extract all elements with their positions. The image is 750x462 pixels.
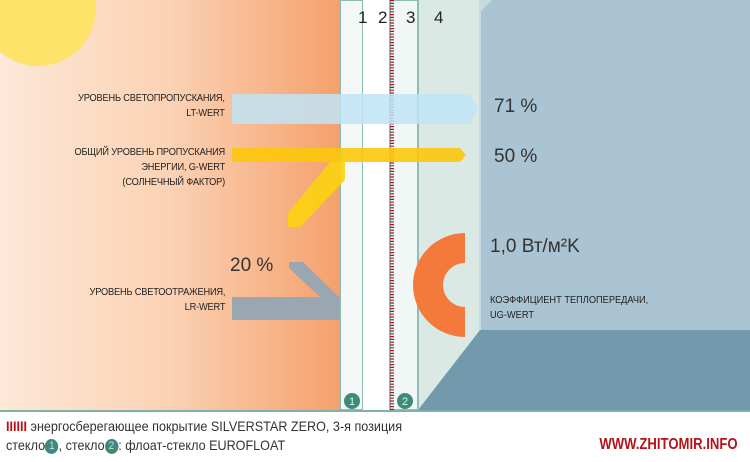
label-line: UG-WERT [490, 309, 534, 321]
light-reflection-value: 20 % [230, 255, 274, 276]
pane-number-2: 2 [378, 8, 388, 27]
glass-legend-text: стекло [6, 437, 46, 453]
energy-transmission-value: 50 % [494, 146, 538, 167]
glass-badge-2 [397, 393, 413, 409]
outside-area [0, 0, 340, 410]
label-line: LR-WERT [184, 301, 225, 313]
glass-legend-text: , стекло [58, 437, 105, 453]
coating-legend: IIIIII энергосберегающее покрытие SILVER… [6, 418, 402, 434]
room-wall [480, 0, 750, 330]
heat-transfer-value: 1,0 Вт/м²K [490, 236, 580, 257]
light-transmission-label: УРОВЕНЬ СВЕТОПРОПУСКАНИЯ, LT-WERT [78, 91, 225, 121]
coating-legend-text: энергосберегающее покрытие SILVERSTAR ZE… [30, 418, 403, 434]
light-reflection-label: УРОВЕНЬ СВЕТООТРАЖЕНИЯ, LR-WERT [89, 285, 225, 315]
pane-number-3: 3 [406, 8, 416, 27]
label-line: ОБЩИЙ УРОВЕНЬ ПРОПУСКАНИЯ [74, 146, 225, 158]
light-transmission-arrow [232, 94, 478, 124]
energy-transmission-label: ОБЩИЙ УРОВЕНЬ ПРОПУСКАНИЯ ЭНЕРГИИ, G-WER… [74, 145, 225, 190]
label-line: (СОЛНЕЧНЫЙ ФАКТОР) [122, 176, 225, 188]
heat-transfer-icon [413, 233, 465, 337]
light-reflection-arrow [232, 262, 340, 320]
energy-absorption-arrow [288, 162, 345, 227]
glass-badge-2-icon: 2 [104, 438, 119, 454]
pane-number-1: 1 [358, 8, 368, 27]
room-floor [418, 330, 750, 410]
glass-badge-2-label: 2 [402, 396, 408, 408]
sun-icon [0, 0, 96, 66]
site-watermark: WWW.ZHITOMIR.INFO [599, 436, 738, 453]
glass-badge-1 [344, 393, 360, 409]
pane-number-4: 4 [434, 8, 444, 27]
glass-badge-1-icon: 1 [45, 438, 59, 454]
diagram-graphics: 1 2 [0, 0, 750, 410]
energy-transmission-arrow [232, 148, 466, 162]
glass-legend: стекло 1, стекло 2: флоат-стекло EUROFLOAT [6, 437, 285, 454]
gas-gap [363, 0, 390, 410]
label-line: УРОВЕНЬ СВЕТООТРАЖЕНИЯ, [89, 286, 225, 298]
glass-legend-text: : флоат-стекло EUROFLOAT [118, 437, 286, 453]
heat-transfer-label: КОЭФФИЦИЕНТ ТЕПЛОПЕРЕДАЧИ, UG-WERT [490, 293, 648, 323]
glass-pane-2 [389, 0, 419, 410]
label-line: УРОВЕНЬ СВЕТОПРОПУСКАНИЯ, [78, 92, 225, 104]
label-line: КОЭФФИЦИЕНТ ТЕПЛОПЕРЕДАЧИ, [490, 294, 649, 306]
light-transmission-value: 71 % [494, 96, 538, 117]
glass-badge-1-label: 1 [349, 396, 355, 408]
glass-pane-1 [339, 0, 364, 410]
label-line: LT-WERT [186, 107, 226, 119]
legend-footer [0, 410, 750, 462]
label-line: ЭНЕРГИИ, G-WERT [141, 161, 225, 173]
coating-marker-icon: IIIIII [6, 418, 28, 434]
